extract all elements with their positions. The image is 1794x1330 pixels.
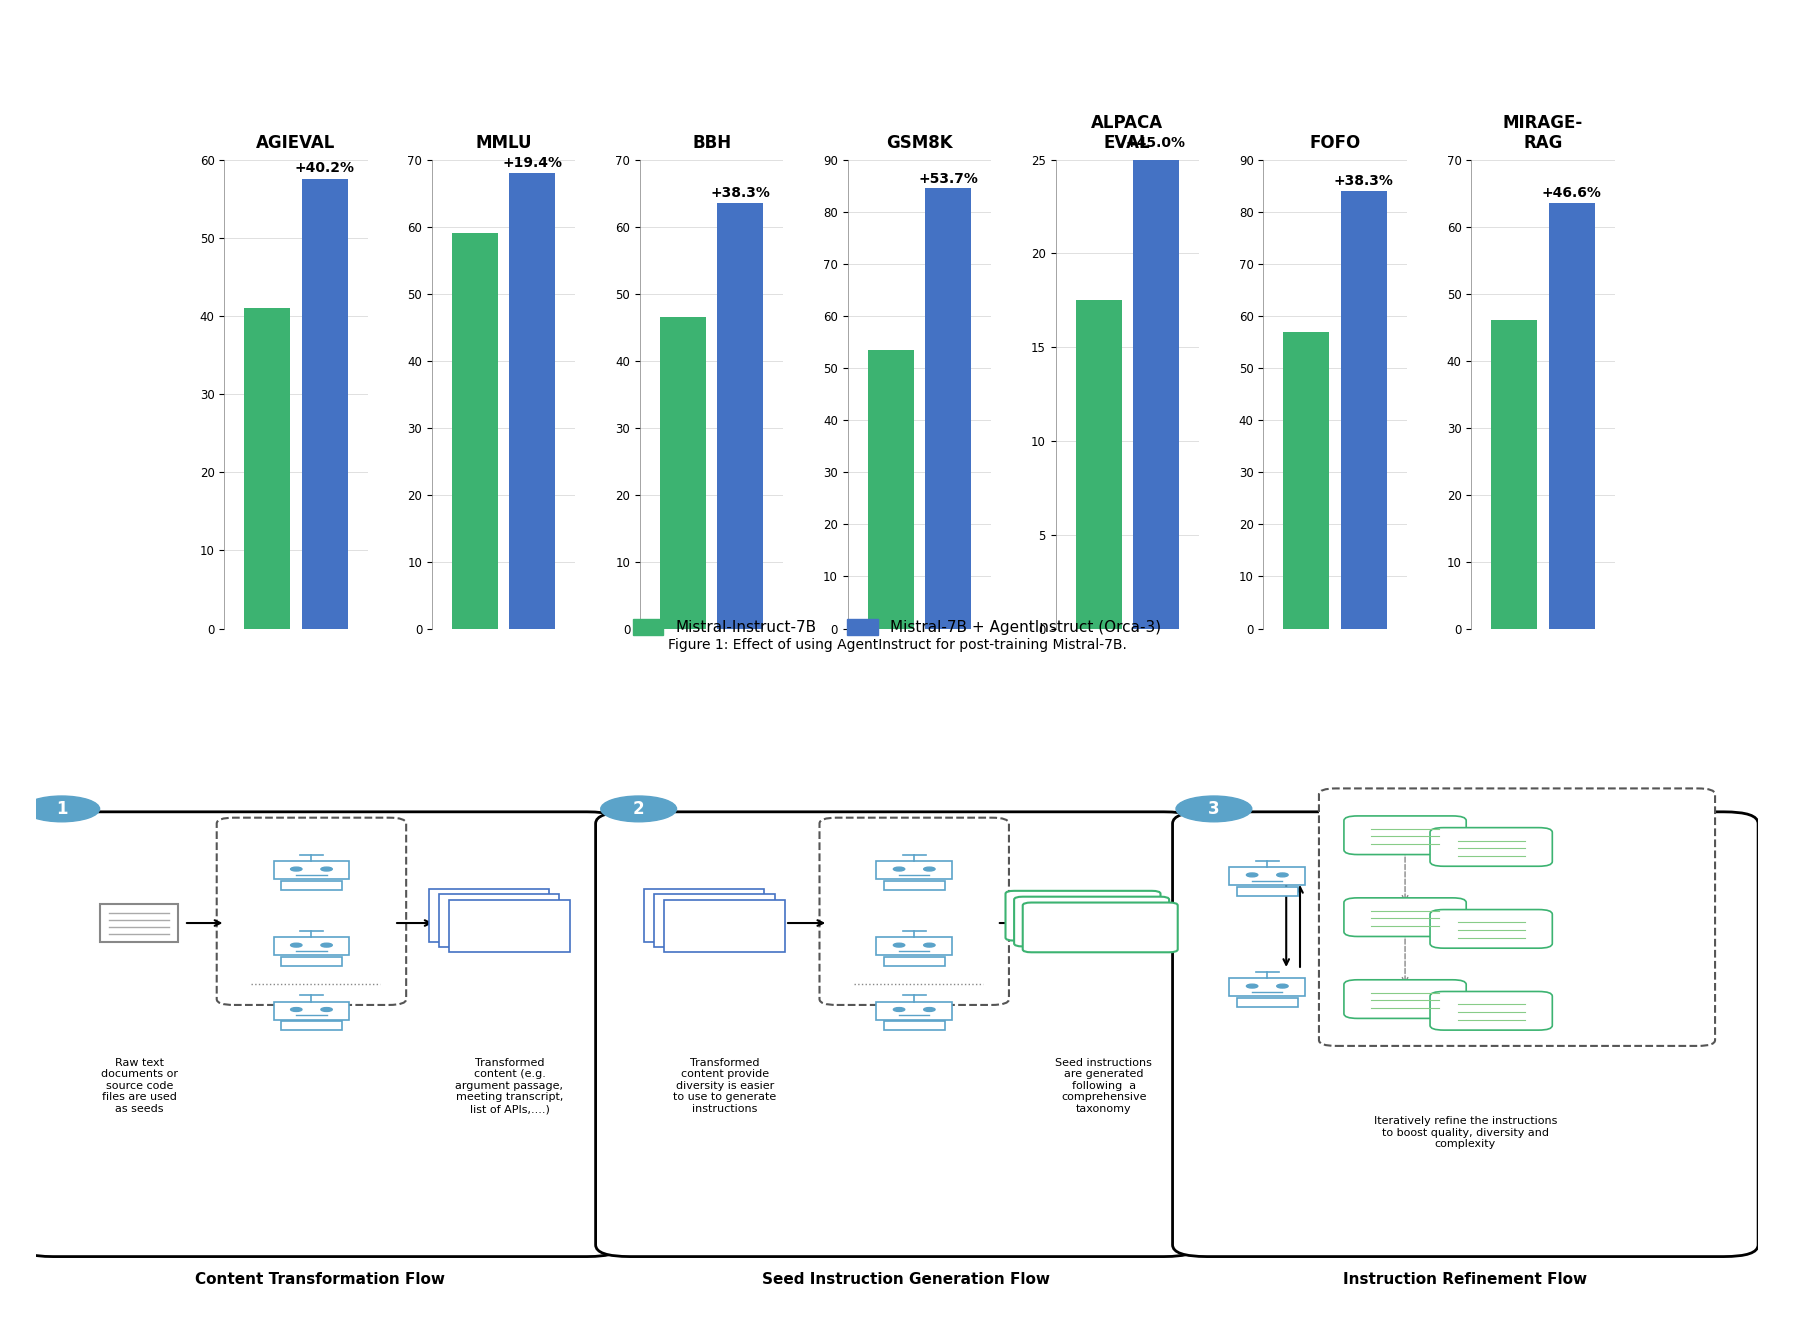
Text: Transformed
content (e.g.
argument passage,
meeting transcript,
list of APIs,...: Transformed content (e.g. argument passa… xyxy=(456,1057,563,1115)
Bar xyxy=(1238,887,1297,895)
Legend: Mistral-Instruct-7B, Mistral-7B + AgentInstruct (Orca-3): Mistral-Instruct-7B, Mistral-7B + AgentI… xyxy=(626,613,1168,641)
FancyBboxPatch shape xyxy=(1319,789,1715,1045)
Circle shape xyxy=(1247,872,1258,876)
Bar xyxy=(448,899,570,952)
FancyBboxPatch shape xyxy=(1430,991,1552,1031)
Bar xyxy=(1229,979,1306,996)
Bar xyxy=(1134,160,1179,629)
Bar xyxy=(509,173,556,629)
Text: Seed Instruction Generation Flow: Seed Instruction Generation Flow xyxy=(762,1273,1049,1287)
Bar xyxy=(1340,192,1387,629)
Title: FOFO: FOFO xyxy=(1310,134,1360,153)
Bar xyxy=(875,938,953,955)
FancyBboxPatch shape xyxy=(1005,891,1161,940)
Circle shape xyxy=(893,943,904,947)
FancyBboxPatch shape xyxy=(18,811,621,1257)
FancyBboxPatch shape xyxy=(1344,980,1466,1019)
Bar xyxy=(282,1021,341,1031)
Circle shape xyxy=(321,867,332,871)
Bar xyxy=(664,899,786,952)
Circle shape xyxy=(601,797,676,822)
FancyBboxPatch shape xyxy=(1014,896,1170,947)
Bar xyxy=(1283,331,1329,629)
Bar xyxy=(282,956,341,966)
Circle shape xyxy=(321,1008,332,1011)
Circle shape xyxy=(924,943,935,947)
Bar xyxy=(884,1021,944,1031)
Text: Raw text
documents or
source code
files are used
as seeds: Raw text documents or source code files … xyxy=(100,1057,178,1115)
Circle shape xyxy=(924,1008,935,1011)
FancyBboxPatch shape xyxy=(1344,815,1466,855)
Text: +38.3%: +38.3% xyxy=(1333,174,1394,189)
Title: BBH: BBH xyxy=(692,134,732,153)
Circle shape xyxy=(291,867,301,871)
Text: 2: 2 xyxy=(633,799,644,818)
Text: Instruction Refinement Flow: Instruction Refinement Flow xyxy=(1344,1273,1588,1287)
Circle shape xyxy=(893,1008,904,1011)
Circle shape xyxy=(924,867,935,871)
Bar xyxy=(1229,867,1306,886)
Bar xyxy=(1548,203,1595,629)
Bar xyxy=(282,880,341,890)
Circle shape xyxy=(23,797,100,822)
Text: Content Transformation Flow: Content Transformation Flow xyxy=(196,1273,445,1287)
Text: +53.7%: +53.7% xyxy=(919,172,978,186)
FancyBboxPatch shape xyxy=(1344,898,1466,936)
Bar xyxy=(273,938,350,955)
Text: Transformed
content provide
diversity is easier
to use to generate
instructions: Transformed content provide diversity is… xyxy=(673,1057,777,1115)
Text: +19.4%: +19.4% xyxy=(502,156,563,170)
Text: 3: 3 xyxy=(1207,799,1220,818)
Circle shape xyxy=(1277,984,1288,988)
Text: +40.2%: +40.2% xyxy=(294,161,355,176)
Circle shape xyxy=(893,867,904,871)
Bar xyxy=(655,894,775,947)
Bar xyxy=(875,862,953,879)
Title: MIRAGE-
RAG: MIRAGE- RAG xyxy=(1503,113,1582,153)
Circle shape xyxy=(1247,984,1258,988)
FancyBboxPatch shape xyxy=(1023,903,1177,952)
FancyBboxPatch shape xyxy=(596,811,1198,1257)
FancyBboxPatch shape xyxy=(1430,827,1552,866)
Bar xyxy=(273,862,350,879)
Text: Seed instructions
are generated
following  a
comprehensive
taxonomy: Seed instructions are generated followin… xyxy=(1055,1057,1152,1115)
Bar xyxy=(868,350,913,629)
Bar xyxy=(884,880,944,890)
Bar xyxy=(1076,301,1121,629)
FancyBboxPatch shape xyxy=(820,818,1008,1005)
FancyBboxPatch shape xyxy=(1430,910,1552,948)
Title: AGIEVAL: AGIEVAL xyxy=(257,134,335,153)
Text: 1: 1 xyxy=(56,799,68,818)
Bar xyxy=(875,1001,953,1020)
Bar xyxy=(884,956,944,966)
Bar xyxy=(273,1001,350,1020)
FancyBboxPatch shape xyxy=(217,818,405,1005)
Circle shape xyxy=(321,943,332,947)
Circle shape xyxy=(291,943,301,947)
Bar xyxy=(926,189,971,629)
Circle shape xyxy=(1277,872,1288,876)
Bar xyxy=(1238,998,1297,1007)
Text: +38.3%: +38.3% xyxy=(710,186,770,200)
Text: Iteratively refine the instructions
to boost quality, diversity and
complexity: Iteratively refine the instructions to b… xyxy=(1374,1116,1557,1149)
Circle shape xyxy=(291,1008,301,1011)
Title: GSM8K: GSM8K xyxy=(886,134,953,153)
Bar xyxy=(100,904,178,942)
Title: MMLU: MMLU xyxy=(475,134,533,153)
Bar xyxy=(301,180,348,629)
Bar xyxy=(644,888,764,942)
Bar xyxy=(1491,321,1537,629)
Text: Figure 1: Effect of using AgentInstruct for post-training Mistral-7B.: Figure 1: Effect of using AgentInstruct … xyxy=(667,638,1127,652)
Bar xyxy=(440,894,560,947)
Bar xyxy=(718,203,762,629)
Bar xyxy=(429,888,549,942)
Text: +45.0%: +45.0% xyxy=(1127,136,1186,150)
Title: ALPACA
EVAL: ALPACA EVAL xyxy=(1091,113,1163,153)
Circle shape xyxy=(1177,797,1252,822)
Bar xyxy=(660,317,705,629)
FancyBboxPatch shape xyxy=(1173,811,1758,1257)
Bar xyxy=(452,233,499,629)
Bar xyxy=(244,309,291,629)
Text: +46.6%: +46.6% xyxy=(1541,186,1602,200)
